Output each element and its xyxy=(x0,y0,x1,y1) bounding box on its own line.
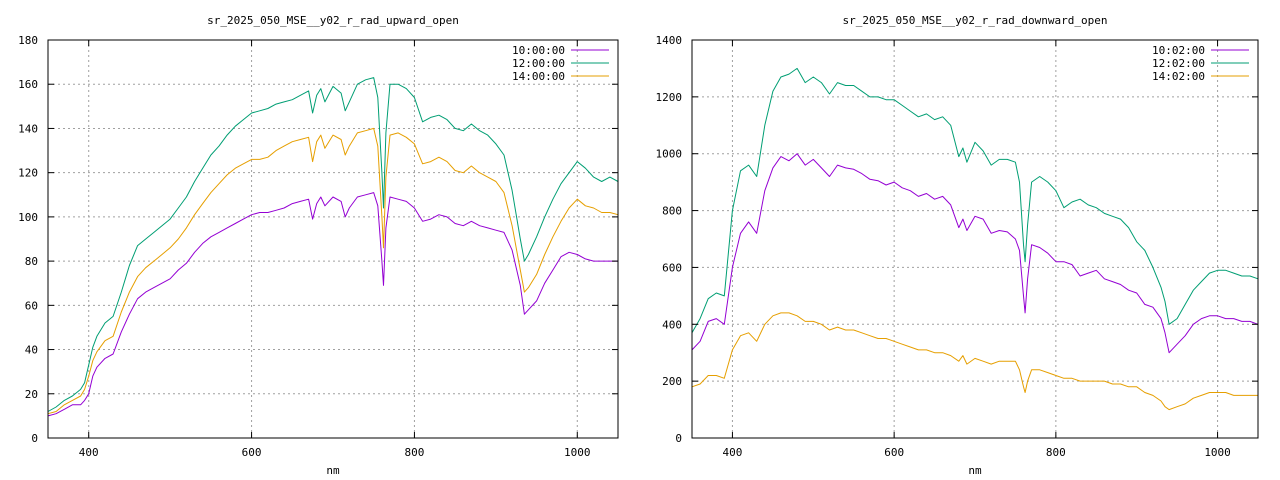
series-line-2 xyxy=(691,312,1258,411)
legend-label: 14:00:00 xyxy=(512,70,565,83)
chart-title: sr_2025_050_MSE__y02_r_rad_downward_open xyxy=(843,14,1108,27)
legend-label: 14:02:00 xyxy=(1152,70,1205,83)
downward-chart: 0 200 400 600 800 1000 1200 1400 400 600 800 1000 sr… xyxy=(656,14,1259,477)
y-tick-label: 200 xyxy=(662,375,682,388)
y-tick-label: 800 xyxy=(662,205,682,218)
y-tick-label: 160 xyxy=(18,78,38,91)
series-line-2 xyxy=(47,127,619,415)
y-tick-label: 600 xyxy=(662,261,682,274)
legend-label: 12:00:00 xyxy=(512,57,565,70)
x-tick-label: 600 xyxy=(884,446,904,459)
y-tick-label: 140 xyxy=(18,122,38,135)
x-axis-label: nm xyxy=(326,464,340,477)
y-tick-label: 1400 xyxy=(656,34,683,47)
x-tick-label: 400 xyxy=(722,446,742,459)
legend-label: 10:00:00 xyxy=(512,44,565,57)
x-tick-label: 1000 xyxy=(1204,446,1231,459)
chart-title: sr_2025_050_MSE__y02_r_rad_upward_open xyxy=(207,14,459,27)
y-tick-label: 180 xyxy=(18,34,38,47)
y-tick-label: 100 xyxy=(18,211,38,224)
plot-frame xyxy=(691,39,1259,439)
y-tick-label: 60 xyxy=(25,299,38,312)
y-tick-label: 40 xyxy=(25,344,38,357)
y-tick-label: 20 xyxy=(25,388,38,401)
x-tick-label: 800 xyxy=(404,446,424,459)
legend-label: 12:02:00 xyxy=(1152,57,1205,70)
y-tick-label: 1200 xyxy=(656,91,683,104)
y-tick-label: 120 xyxy=(18,167,38,180)
series-line-1 xyxy=(691,67,1259,334)
y-tick-label: 0 xyxy=(675,432,682,445)
x-tick-label: 1000 xyxy=(564,446,591,459)
upward-chart: 0 20 40 60 80 100 120 140 160 180 400 600 800 1000 sr_… xyxy=(18,14,619,477)
y-tick-label: 400 xyxy=(662,318,682,331)
series-line-0 xyxy=(691,153,1259,354)
x-tick-label: 600 xyxy=(242,446,262,459)
x-tick-label: 400 xyxy=(79,446,99,459)
x-axis-label: nm xyxy=(968,464,982,477)
series-line-0 xyxy=(47,192,618,417)
x-tick-label: 800 xyxy=(1046,446,1066,459)
y-tick-label: 1000 xyxy=(656,148,683,161)
y-tick-label: 80 xyxy=(25,255,38,268)
series-line-1 xyxy=(47,77,619,412)
legend-label: 10:02:00 xyxy=(1152,44,1205,57)
y-tick-label: 0 xyxy=(31,432,38,445)
plot-frame xyxy=(47,39,619,439)
